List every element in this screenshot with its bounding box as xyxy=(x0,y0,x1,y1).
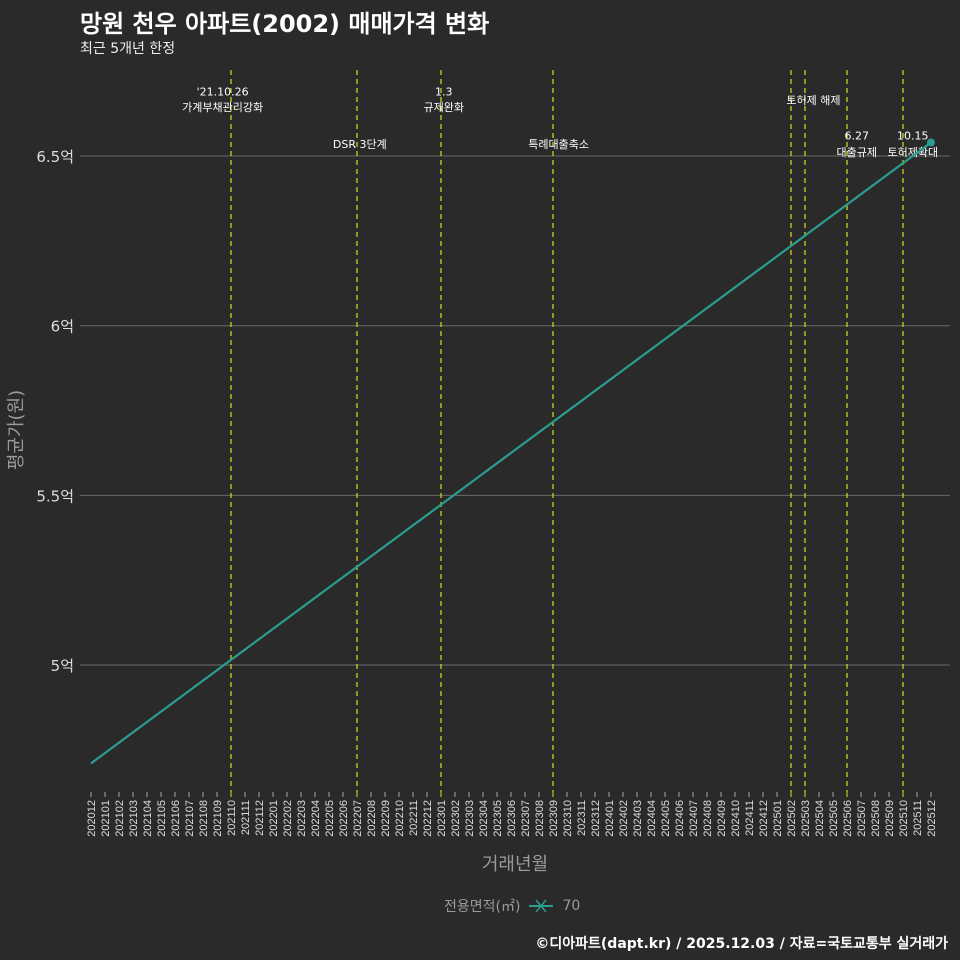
x-tick-label: 202509 xyxy=(884,800,896,837)
x-tick-label: 202207 xyxy=(352,800,364,837)
y-tick-label: 6.5억 xyxy=(36,148,74,166)
x-tick-label: 202503 xyxy=(800,800,812,837)
event-annotation: 10.15 xyxy=(897,130,929,143)
y-tick-label: 5억 xyxy=(51,657,74,675)
legend-line-icon xyxy=(529,899,554,913)
x-tick-label: 202506 xyxy=(842,800,854,837)
x-tick-label: 202403 xyxy=(632,800,644,837)
event-annotation: '21.10.26 xyxy=(197,86,249,99)
x-tick-label: 202208 xyxy=(366,800,378,837)
footer-credit: ©디아파트(dapt.kr) / 2025.12.03 / 자료=국토교통부 실… xyxy=(535,936,948,952)
x-tick-label: 202211 xyxy=(408,800,420,836)
x-tick-label: 202412 xyxy=(758,800,770,837)
x-tick-label: 202302 xyxy=(450,800,462,837)
x-tick-label: 202104 xyxy=(142,800,154,837)
event-annotation: 규제완화 xyxy=(424,101,464,114)
x-tick-label: 202404 xyxy=(646,800,658,837)
x-tick-label: 202309 xyxy=(548,800,560,837)
x-tick-label: 202012 xyxy=(86,800,98,837)
x-tick-label: 202103 xyxy=(128,800,140,837)
x-tick-label: 202510 xyxy=(898,800,910,837)
x-tick-label: 202512 xyxy=(926,800,938,837)
x-tick-label: 202505 xyxy=(828,800,840,837)
chart-subtitle: 최근 5개년 한정 xyxy=(80,41,176,57)
x-tick-label: 202206 xyxy=(338,800,350,837)
legend: 전용면적(㎡) 70 xyxy=(444,896,580,916)
event-annotation: 특례대출축소 xyxy=(528,138,589,151)
x-tick-label: 202408 xyxy=(702,800,714,837)
event-annotation: 토허제 해제 xyxy=(786,93,840,107)
y-tick-label: 6억 xyxy=(51,318,74,336)
x-tick-label: 202502 xyxy=(786,800,798,837)
x-tick-label: 202101 xyxy=(100,800,112,837)
event-annotation: 가계부채관리강화 xyxy=(182,101,263,114)
x-tick-label: 202105 xyxy=(156,800,168,837)
x-tick-label: 202310 xyxy=(562,800,574,837)
x-tick-label: 202102 xyxy=(114,800,126,837)
x-tick-label: 202203 xyxy=(296,800,308,837)
x-tick-label: 202308 xyxy=(534,800,546,837)
x-tick-label: 202109 xyxy=(212,800,224,837)
x-tick-label: 202108 xyxy=(198,800,210,837)
x-tick-label: 202407 xyxy=(688,800,700,837)
x-tick-label: 202401 xyxy=(604,800,616,837)
x-tick-label: 202111 xyxy=(240,800,252,835)
event-annotation: 대출규제 xyxy=(837,146,877,159)
x-tick-label: 202205 xyxy=(324,800,336,837)
event-annotation: 토허제확대 xyxy=(887,146,938,159)
y-tick-label: 5.5억 xyxy=(36,487,74,505)
x-tick-label: 202209 xyxy=(380,800,392,837)
series-end-point xyxy=(927,138,935,147)
x-tick-label: 202511 xyxy=(912,800,924,836)
x-tick-label: 202402 xyxy=(618,800,630,837)
x-tick-label: 202301 xyxy=(436,800,448,837)
event-annotation: DSR 3단계 xyxy=(333,138,387,151)
x-tick-label: 202312 xyxy=(590,800,602,837)
x-tick-label: 202306 xyxy=(506,800,518,837)
x-tick-label: 202210 xyxy=(394,800,406,837)
x-tick-label: 202110 xyxy=(226,800,238,836)
x-tick-label: 202409 xyxy=(716,800,728,837)
x-tick-label: 202508 xyxy=(870,800,882,837)
x-tick-label: 202507 xyxy=(856,800,868,837)
x-tick-label: 202307 xyxy=(520,800,532,837)
series-line xyxy=(90,141,932,765)
x-tick-label: 202410 xyxy=(730,800,742,837)
x-tick-label: 202112 xyxy=(254,800,266,836)
chart-title: 망원 천우 아파트(2002) 매매가격 변화 xyxy=(80,10,490,38)
x-tick-label: 202106 xyxy=(170,800,182,837)
x-tick-label: 202501 xyxy=(772,800,784,837)
x-tick-label: 202305 xyxy=(492,800,504,837)
x-tick-label: 202107 xyxy=(184,800,196,837)
x-tick-label: 202406 xyxy=(674,800,686,837)
legend-title: 전용면적(㎡) xyxy=(444,899,521,915)
x-tick-label: 202204 xyxy=(310,800,322,837)
x-tick-label: 202311 xyxy=(576,800,588,836)
legend-label: 70 xyxy=(562,898,581,914)
x-tick-label: 202504 xyxy=(814,800,826,837)
x-tick-label: 202212 xyxy=(422,800,434,837)
x-tick-label: 202303 xyxy=(464,800,476,837)
y-axis-title: 평균가(원) xyxy=(6,390,27,470)
x-tick-label: 202201 xyxy=(268,800,280,837)
x-tick-label: 202304 xyxy=(478,800,490,837)
x-tick-label: 202202 xyxy=(282,800,294,837)
x-tick-label: 202411 xyxy=(744,800,756,836)
event-annotation: 1.3 xyxy=(435,86,453,99)
event-annotation: 6.27 xyxy=(845,130,870,143)
x-tick-label: 202405 xyxy=(660,800,672,837)
x-axis-title: 거래년월 xyxy=(482,854,548,875)
